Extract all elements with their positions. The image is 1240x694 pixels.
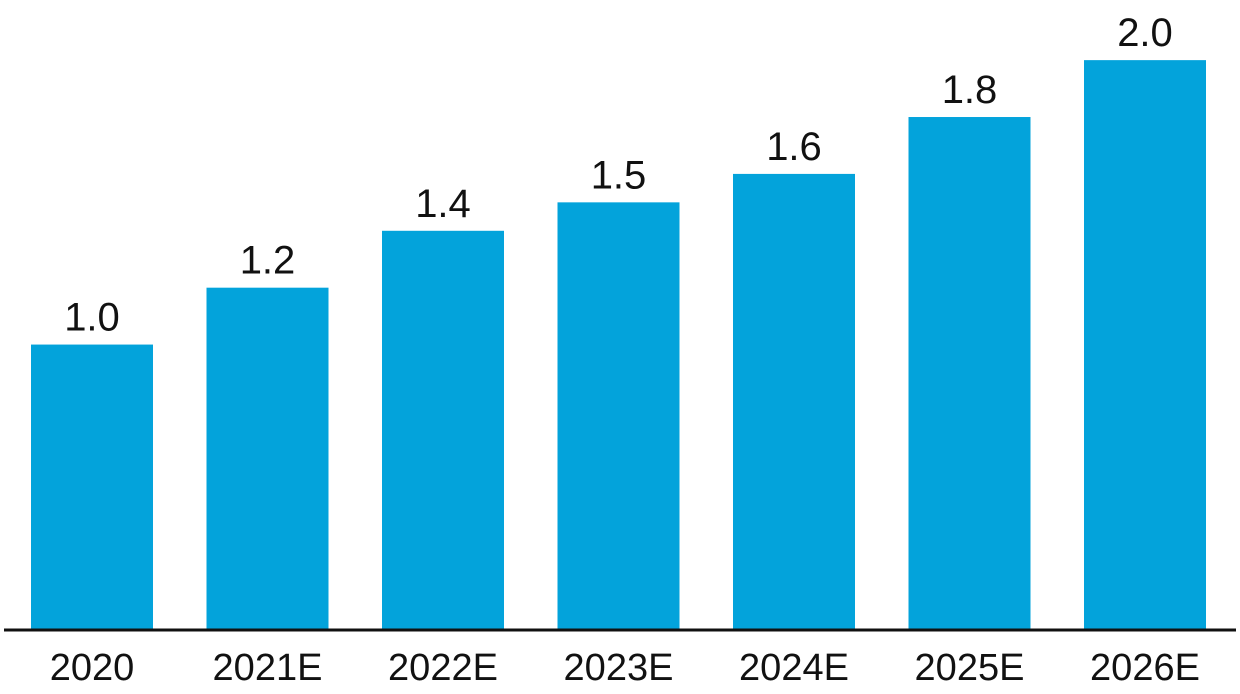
value-labels-group: 1.0 1.2 1.4 1.5 1.6 1.8 2.0 [64,11,1173,339]
bar-value-label-2023E: 1.5 [591,153,647,197]
x-tick-label-2023E: 2023E [564,647,674,689]
x-tick-labels-group: 2020 2021E 2022E 2023E 2024E 2025E 2026E [50,647,1200,689]
x-tick-label-2024E: 2024E [739,647,849,689]
bar-2025E [908,117,1031,630]
bar-value-label-2021E: 1.2 [240,239,296,283]
x-tick-label-2021E: 2021E [213,647,323,689]
bar-2024E [733,173,855,630]
bar-value-label-2025E: 1.8 [942,68,998,112]
x-tick-label-2020: 2020 [50,647,135,689]
bar-value-label-2024E: 1.6 [766,125,822,169]
bar-value-label-2026E: 2.0 [1117,11,1173,55]
bar-value-label-2020: 1.0 [64,296,120,340]
bar-2022E [382,230,504,629]
x-tick-label-2025E: 2025E [915,647,1025,689]
bar-2021E [206,287,329,629]
bar-2026E [1084,60,1206,629]
x-tick-label-2022E: 2022E [388,647,498,689]
bars-group [31,60,1206,630]
bar-2020 [31,344,153,629]
x-tick-label-2026E: 2026E [1090,647,1200,689]
bar-2023E [557,202,680,629]
bar-value-label-2022E: 1.4 [415,182,471,226]
